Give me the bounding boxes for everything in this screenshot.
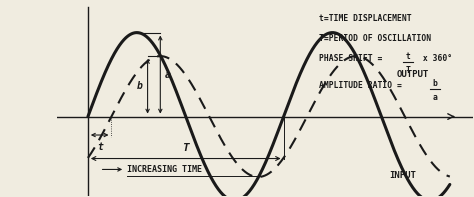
- Text: a: a: [433, 93, 438, 102]
- Text: T=PERIOD OF OSCILLATION: T=PERIOD OF OSCILLATION: [319, 34, 431, 43]
- Text: a: a: [165, 70, 171, 80]
- Text: INPUT: INPUT: [389, 171, 416, 180]
- Text: AMPLITUDE RATIO =: AMPLITUDE RATIO =: [319, 81, 407, 90]
- Text: PHASE SHIFT =: PHASE SHIFT =: [319, 54, 387, 63]
- Text: t: t: [97, 142, 102, 152]
- Text: x 360°: x 360°: [418, 54, 452, 63]
- Text: t: t: [405, 52, 410, 61]
- Text: T: T: [182, 143, 189, 153]
- Text: b: b: [433, 79, 438, 88]
- Text: % F.S.: % F.S.: [0, 84, 3, 113]
- Text: t=TIME DISPLACEMENT: t=TIME DISPLACEMENT: [319, 14, 411, 23]
- Text: OUTPUT: OUTPUT: [397, 70, 429, 79]
- Text: INCREASING TIME: INCREASING TIME: [127, 165, 202, 174]
- Text: T: T: [405, 66, 410, 75]
- Text: b: b: [137, 81, 143, 91]
